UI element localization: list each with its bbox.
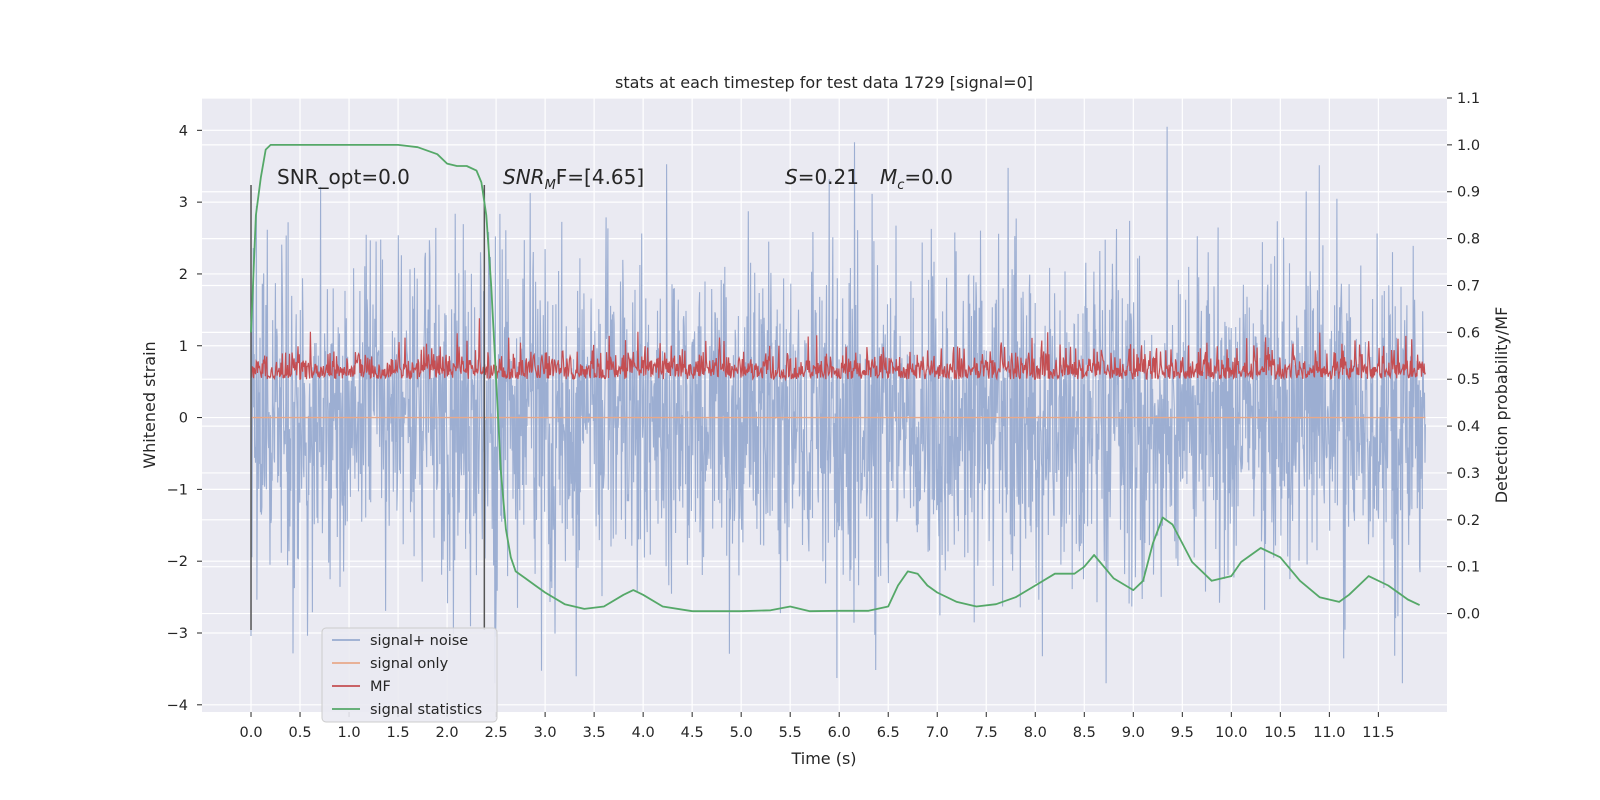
y-tick-label-left: −3 — [167, 626, 188, 642]
annotation-s-var: S — [785, 165, 798, 189]
y-tick-label-left: 4 — [179, 123, 188, 139]
axis-ticks: 0.0 0.5 1.0 1.5 2.0 2.5 3.0 3.5 4.0 4.5 5.0 5.5 6.0 6… — [167, 91, 1480, 741]
vertical-markers — [250, 185, 486, 630]
x-tick-label: 6.0 — [828, 725, 851, 741]
x-tick-label: 2.0 — [436, 725, 459, 741]
x-tick-label: 9.0 — [1122, 725, 1145, 741]
y-tick-label-right: 1.1 — [1457, 91, 1480, 107]
y-tick-label-right: 0.5 — [1457, 372, 1480, 388]
y-tick-label-left: 2 — [179, 267, 188, 283]
y-tick-label-right: 0.8 — [1457, 232, 1480, 248]
legend-label-signal-statistics: signal statistics — [370, 702, 482, 718]
x-tick-label: 11.0 — [1313, 725, 1345, 741]
legend-label-signal-noise: signal+ noise — [370, 633, 468, 649]
x-tick-label: 3.5 — [583, 725, 606, 741]
annotation-mc: Mc=0.0 — [880, 165, 953, 193]
x-tick-label: 8.0 — [1024, 725, 1047, 741]
series-mf — [250, 318, 1426, 382]
y-tick-label-right: 0.9 — [1457, 185, 1480, 201]
annotation-snr-opt: SNR_opt=0.0 — [277, 165, 410, 189]
x-tick-label: 1.0 — [338, 725, 361, 741]
annotation-mc-rest: =0.0 — [904, 165, 953, 189]
x-tick-label: 7.5 — [975, 725, 998, 741]
y-tick-label-left: 3 — [179, 195, 188, 211]
annotation-mc-var: M — [880, 165, 897, 189]
annotation-snr-mf-rest: F=[4.65] — [556, 165, 644, 189]
x-tick-label: 0.5 — [289, 725, 312, 741]
y-tick-label-right: 0.6 — [1457, 325, 1480, 341]
y-tick-label-left: 0 — [179, 411, 188, 427]
annotation-s: S=0.21 — [785, 165, 859, 189]
y-axis-label-right: Detection probability/MF — [1492, 307, 1511, 504]
x-axis-label: Time (s) — [790, 749, 856, 768]
mf-line — [250, 318, 1426, 382]
legend: signal+ noise signal only MF signal stat… — [321, 627, 498, 723]
annotation-snr-mf-var: SNR — [503, 165, 545, 189]
annotation-snr-mf-sub: M — [545, 178, 556, 193]
y-tick-label-right: 0.2 — [1457, 513, 1480, 529]
annotation-mc-sub: c — [897, 178, 904, 193]
y-tick-label-right: 0.3 — [1457, 466, 1480, 482]
x-tick-label: 1.5 — [387, 725, 410, 741]
x-tick-label: 2.5 — [485, 725, 508, 741]
annotation-s-rest: =0.21 — [798, 165, 859, 189]
x-tick-label: 3.0 — [534, 725, 557, 741]
legend-label-mf: MF — [370, 679, 391, 695]
y-tick-label-left: 1 — [179, 339, 188, 355]
x-tick-label: 5.5 — [779, 725, 802, 741]
signal-noise-line — [250, 126, 1426, 684]
y-axis-label-left: Whitened strain — [140, 341, 159, 468]
legend-label-signal-only: signal only — [370, 656, 449, 672]
y-tick-label-right: 0.1 — [1457, 560, 1480, 576]
series-signal-noise — [250, 126, 1426, 684]
annotation-snr-mf: SNRMF=[4.65] — [503, 165, 644, 193]
x-tick-label: 5.0 — [730, 725, 753, 741]
y-tick-label-right: 1.0 — [1457, 138, 1480, 154]
y-tick-label-left: −2 — [167, 554, 188, 570]
x-tick-label: 4.0 — [632, 725, 655, 741]
x-tick-label: 11.5 — [1362, 725, 1394, 741]
series-signal-statistics — [250, 144, 1420, 613]
chart-title: stats at each timestep for test data 172… — [615, 73, 1033, 92]
x-tick-label: 0.0 — [239, 725, 262, 741]
x-tick-label: 9.5 — [1171, 725, 1194, 741]
y-tick-label-right: 0.7 — [1457, 278, 1480, 294]
signal-statistics-line — [250, 144, 1420, 613]
x-tick-label: 7.0 — [926, 725, 949, 741]
x-tick-label: 10.0 — [1215, 725, 1247, 741]
x-tick-label: 8.5 — [1073, 725, 1096, 741]
x-tick-label: 4.5 — [681, 725, 704, 741]
y-tick-label-left: −4 — [167, 698, 188, 714]
y-tick-label-left: −1 — [167, 482, 188, 498]
legend-box — [321, 627, 498, 723]
y-tick-label-right: 0.4 — [1457, 419, 1480, 435]
x-tick-label: 10.5 — [1264, 725, 1296, 741]
y-tick-label-right: 0.0 — [1457, 607, 1480, 623]
x-tick-label: 6.5 — [877, 725, 900, 741]
